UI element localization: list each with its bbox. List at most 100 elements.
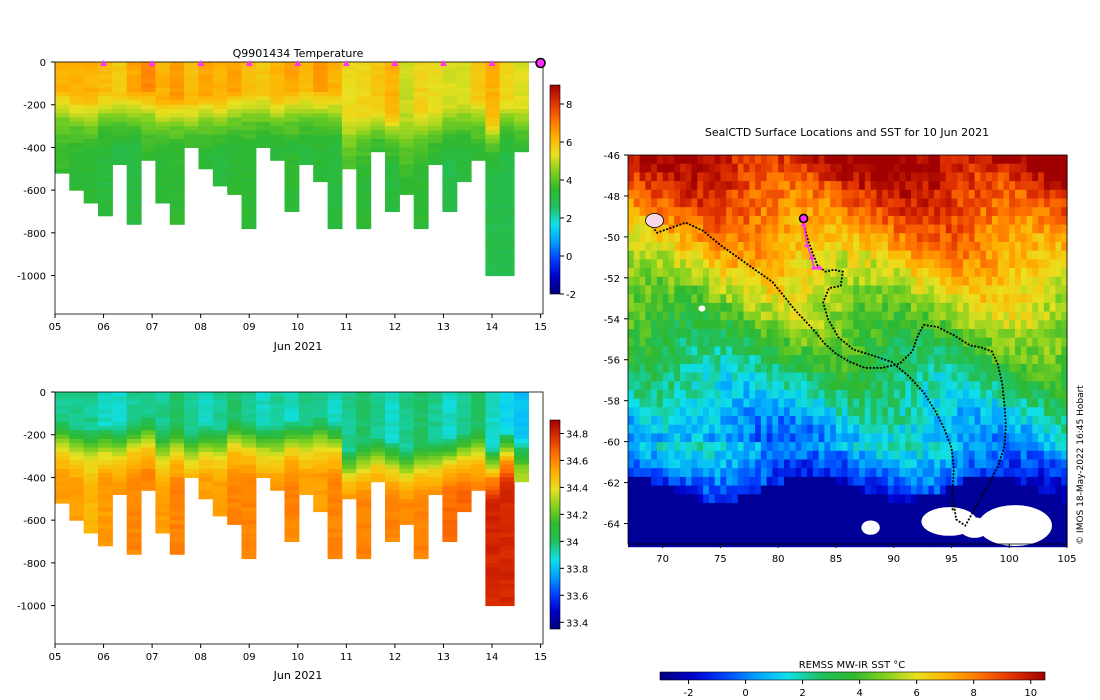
sst-cell xyxy=(708,346,716,356)
sst-cell xyxy=(997,198,1005,208)
sst-cell xyxy=(656,329,664,339)
sst-cell xyxy=(997,329,1005,339)
sst-cell xyxy=(945,233,953,243)
profile-cell xyxy=(399,181,415,187)
sst-cell xyxy=(911,311,918,321)
profile-cell xyxy=(413,456,429,461)
sst-cell xyxy=(835,450,843,461)
profile-cell xyxy=(83,451,99,457)
sst-cell xyxy=(887,355,895,365)
sst-cell xyxy=(801,329,808,339)
profile-cell xyxy=(313,117,329,123)
profile-cell xyxy=(212,421,228,427)
profile-cell xyxy=(456,143,472,148)
sst-cell xyxy=(685,459,693,469)
profile-cell xyxy=(499,202,515,208)
profile-cell xyxy=(83,100,99,106)
sst-cell xyxy=(974,163,981,173)
sst-cell xyxy=(1009,346,1016,356)
sst-cell xyxy=(980,172,987,182)
profile-cell xyxy=(327,409,343,414)
sst-cell xyxy=(639,389,646,400)
sst-cell xyxy=(835,155,843,165)
sst-cell xyxy=(922,381,929,391)
profile-cell xyxy=(270,421,286,427)
profile-cell xyxy=(112,62,128,67)
profile-cell xyxy=(184,417,199,423)
sst-cell xyxy=(778,311,785,321)
profile-cell xyxy=(399,404,415,410)
sst-cell xyxy=(876,215,883,226)
profile-cell xyxy=(227,185,243,191)
sst-cell xyxy=(633,172,641,182)
sst-cell xyxy=(1055,450,1062,461)
sst-cell xyxy=(691,442,698,452)
sst-cell xyxy=(656,189,664,200)
sst-cell xyxy=(1009,442,1016,452)
sst-cell xyxy=(870,450,877,461)
profile-cell xyxy=(413,554,429,560)
sst-cell xyxy=(899,276,906,287)
sst-cell xyxy=(951,224,958,234)
profile-cell xyxy=(98,400,113,406)
sst-cell xyxy=(662,181,670,191)
sst-cell xyxy=(951,442,958,452)
sst-cell xyxy=(645,389,652,400)
sst-cell xyxy=(887,389,895,400)
sst-cell xyxy=(963,268,970,278)
profile-cell xyxy=(370,473,386,478)
sst-cell xyxy=(726,172,733,182)
sst-cell xyxy=(1003,285,1010,295)
sst-cell xyxy=(922,294,929,304)
sst-cell xyxy=(784,155,791,165)
sst-cell xyxy=(708,294,716,304)
profile-cell xyxy=(155,198,171,204)
sst-cell xyxy=(668,450,675,461)
profile-cell xyxy=(198,109,214,114)
profile-cell xyxy=(126,434,142,440)
sst-cell xyxy=(1009,433,1016,443)
profile-cell xyxy=(499,134,515,140)
sst-cell xyxy=(870,320,877,330)
sst-cell xyxy=(732,250,739,260)
profile-cell xyxy=(184,456,199,461)
sst-cell xyxy=(835,259,843,269)
profile-cell xyxy=(255,400,271,406)
sst-cell xyxy=(905,311,912,321)
profile-cell xyxy=(442,443,458,449)
sst-cell xyxy=(708,433,716,443)
sst-cell xyxy=(656,320,664,330)
sst-cell xyxy=(1032,381,1039,391)
sst-cell xyxy=(1049,189,1057,200)
sst-cell xyxy=(1043,189,1051,200)
profile-cell xyxy=(198,138,214,144)
sst-cell xyxy=(651,302,658,313)
profile-cell xyxy=(83,126,99,131)
profile-cell xyxy=(83,66,99,72)
sst-cell xyxy=(882,424,889,434)
sst-cell xyxy=(680,207,687,217)
profile-cell xyxy=(514,409,529,414)
sst-cell xyxy=(928,433,935,443)
sst-cell xyxy=(633,181,641,191)
profile-cell xyxy=(155,443,171,449)
sst-cell xyxy=(749,329,756,339)
profile-cell xyxy=(155,104,171,110)
sst-cell xyxy=(749,285,756,295)
profile-cell xyxy=(514,79,529,84)
profile-cell xyxy=(241,404,257,410)
profile-cell xyxy=(98,66,113,72)
sst-cell xyxy=(749,416,756,426)
sst-cell xyxy=(760,442,768,452)
profile-cell xyxy=(514,104,529,110)
sst-cell xyxy=(784,302,791,313)
profile-cell xyxy=(385,464,400,470)
profile-cell xyxy=(385,190,400,195)
sst-cell xyxy=(749,207,756,217)
profile-cell xyxy=(155,404,171,410)
profile-cell xyxy=(313,79,329,84)
profile-cell xyxy=(198,392,214,397)
profile-cell xyxy=(270,91,286,97)
sst-cell xyxy=(732,302,739,313)
sst-cell xyxy=(893,468,901,478)
